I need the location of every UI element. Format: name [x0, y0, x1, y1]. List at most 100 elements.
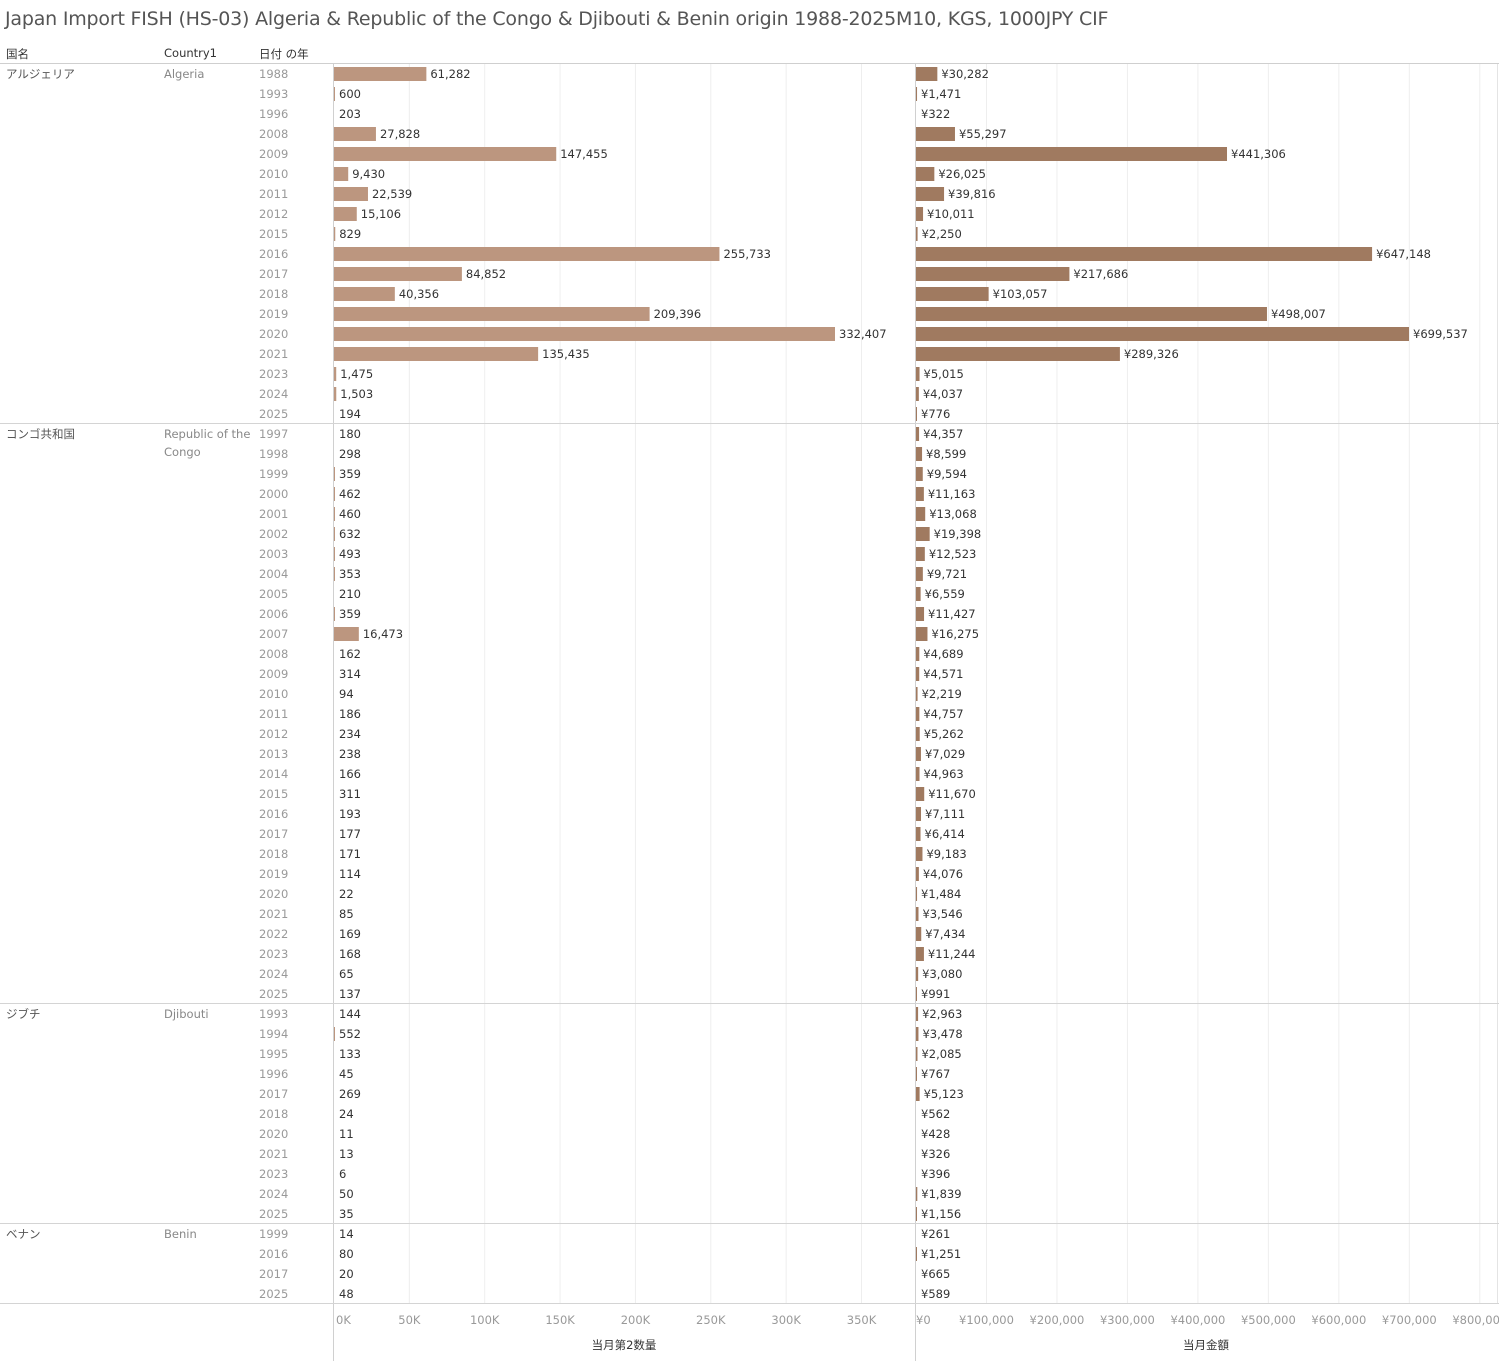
quantity-label: 353 [339, 567, 361, 581]
value-bar [916, 507, 926, 521]
value-bar [916, 347, 1120, 361]
value-bar [916, 327, 1409, 341]
year-label: 2020 [259, 887, 288, 901]
value-bar [916, 947, 924, 961]
year-label: 1995 [259, 1047, 288, 1061]
value-bar [916, 1247, 917, 1261]
quantity-bar [334, 367, 337, 381]
value-bar [916, 67, 938, 81]
header-country-jp: 国名 [6, 47, 29, 61]
year-label: 2015 [259, 227, 288, 241]
year-label: 2001 [259, 507, 288, 521]
value-bar [916, 847, 923, 861]
value-bar [916, 267, 1070, 281]
value-label: ¥562 [921, 1107, 950, 1121]
axis-tick-label: ¥0 [916, 1313, 931, 1327]
quantity-label: 169 [339, 927, 361, 941]
year-label: 2016 [259, 1247, 288, 1261]
quantity-label: 209,396 [654, 307, 702, 321]
quantity-label: 61,282 [430, 67, 470, 81]
value-bar [916, 887, 918, 901]
value-bar [916, 547, 925, 561]
value-bar [916, 587, 921, 601]
quantity-label: 186 [339, 707, 361, 721]
quantity-label: 50 [339, 1187, 354, 1201]
quantity-bar [334, 547, 335, 561]
quantity-label: 137 [339, 987, 361, 1001]
year-label: 2021 [259, 1147, 288, 1161]
quantity-label: 238 [339, 747, 361, 761]
value-label: ¥289,326 [1124, 347, 1179, 361]
value-bar [916, 687, 918, 701]
quantity-bar [334, 567, 335, 581]
year-label: 2004 [259, 567, 288, 581]
value-label: ¥217,686 [1073, 267, 1128, 281]
quantity-bar [334, 167, 349, 181]
value-label: ¥991 [921, 987, 950, 1001]
value-bar [916, 667, 920, 681]
quantity-bar [334, 187, 368, 201]
quantity-label: 632 [339, 527, 361, 541]
quantity-bar [334, 1027, 335, 1041]
value-label: ¥441,306 [1231, 147, 1286, 161]
axis-tick-label: ¥200,000 [1030, 1313, 1085, 1327]
quantity-bar [334, 607, 335, 621]
quantity-label: 462 [339, 487, 361, 501]
axis-tick-label: 0K [336, 1313, 351, 1327]
year-label: 2012 [259, 727, 288, 741]
year-label: 2016 [259, 247, 288, 261]
value-bar [916, 227, 918, 241]
year-label: 2011 [259, 707, 288, 721]
quantity-bar [334, 227, 336, 241]
value-bar [916, 467, 923, 481]
value-label: ¥767 [921, 1067, 950, 1081]
value-label: ¥8,599 [926, 447, 966, 461]
quantity-label: 829 [339, 227, 361, 241]
value-label: ¥2,219 [922, 687, 962, 701]
value-bar [916, 387, 919, 401]
value-bar [916, 367, 920, 381]
year-label: 2009 [259, 147, 288, 161]
country1-label: Benin [164, 1227, 197, 1241]
value-bar [916, 1087, 920, 1101]
axis-tick-label: 200K [621, 1313, 651, 1327]
value-bar [916, 867, 919, 881]
value-bar [916, 1047, 918, 1061]
value-label: ¥2,085 [921, 1047, 961, 1061]
value-label: ¥665 [921, 1267, 950, 1281]
country-jp-label: ベナン [6, 1227, 41, 1241]
year-label: 2017 [259, 267, 288, 281]
value-bar [916, 247, 1373, 261]
value-label: ¥4,357 [923, 427, 963, 441]
country1-label: Congo [164, 445, 201, 459]
quantity-label: 13 [339, 1147, 354, 1161]
quantity-label: 133 [339, 1047, 361, 1061]
quantity-bar [334, 247, 720, 261]
quantity-label: 298 [339, 447, 361, 461]
year-label: 2000 [259, 487, 288, 501]
value-bar [916, 307, 1267, 321]
value-bar [916, 187, 945, 201]
quantity-label: 162 [339, 647, 361, 661]
value-bar [916, 1027, 919, 1041]
quantity-label: 24 [339, 1107, 354, 1121]
quantity-label: 14 [339, 1227, 354, 1241]
quantity-label: 177 [339, 827, 361, 841]
country-jp-label: アルジェリア [6, 67, 75, 81]
value-label: ¥396 [921, 1167, 950, 1181]
axis-tick-label: 350K [847, 1313, 877, 1327]
value-bar [916, 207, 924, 221]
year-label: 2002 [259, 527, 288, 541]
value-label: ¥4,963 [923, 767, 963, 781]
header-year: 日付 の年 [259, 47, 309, 61]
value-label: ¥30,282 [941, 67, 989, 81]
value-bar [916, 527, 930, 541]
quantity-label: 1,475 [340, 367, 373, 381]
year-label: 2020 [259, 327, 288, 341]
value-label: ¥498,007 [1271, 307, 1326, 321]
quantity-bar [334, 67, 427, 81]
value-label: ¥9,594 [927, 467, 967, 481]
quantity-label: 314 [339, 667, 361, 681]
value-bar [916, 427, 920, 441]
